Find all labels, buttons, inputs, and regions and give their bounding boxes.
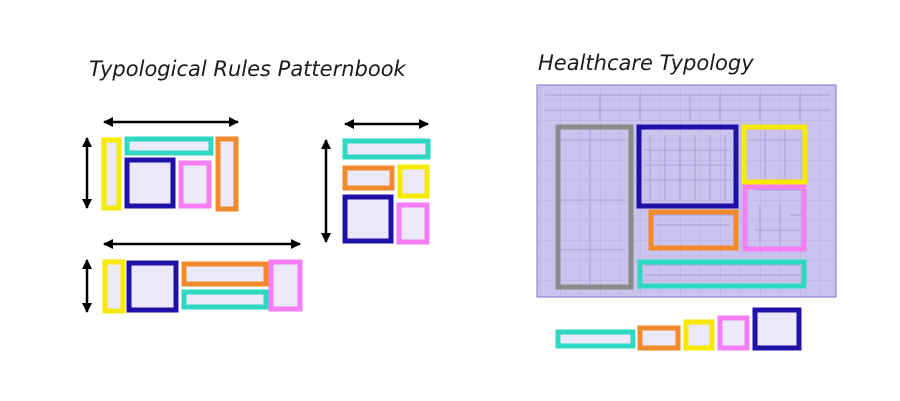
patternbook-title: Typological Rules Patternbook (89, 57, 406, 81)
pink-block (742, 184, 807, 252)
yellow-block (101, 137, 122, 211)
orange-block (648, 209, 739, 251)
teal-block (342, 138, 431, 160)
blue-block (126, 260, 179, 313)
pattern-2 (321, 119, 431, 245)
pink-block (268, 259, 303, 312)
yellow-component (683, 319, 715, 351)
healthcare-title: Healthcare Typology (538, 51, 754, 75)
healthcare-plan (536, 84, 837, 298)
orange-block (215, 136, 239, 212)
floor-plan-lines (545, 94, 830, 285)
yellow-block (102, 259, 126, 314)
orange-component (637, 325, 681, 351)
teal-block (637, 259, 807, 289)
pink-block (396, 202, 430, 245)
blue-component (752, 307, 802, 351)
orange-block (342, 165, 395, 191)
pink-component (717, 315, 750, 351)
pattern-1 (82, 117, 239, 212)
yellow-block (397, 164, 430, 199)
blue-block (124, 157, 176, 209)
teal-block (181, 289, 269, 310)
blue-block (342, 194, 394, 244)
teal-component (555, 329, 636, 349)
gray-block (555, 124, 634, 290)
component-row (555, 307, 802, 351)
orange-block (181, 261, 269, 287)
blue-block (636, 124, 739, 209)
teal-block (124, 136, 214, 156)
pattern-3 (82, 239, 303, 314)
yellow-block (741, 124, 808, 185)
pink-block (178, 160, 212, 209)
